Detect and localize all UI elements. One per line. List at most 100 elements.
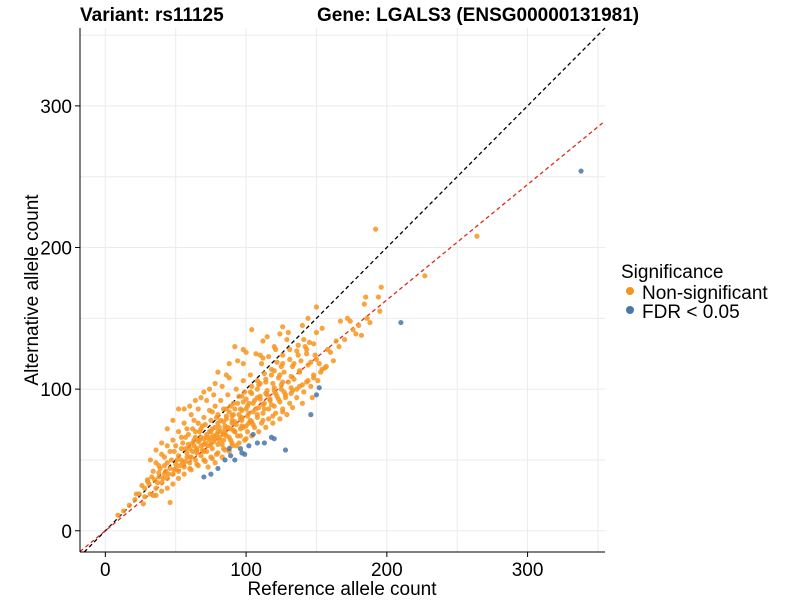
point-non-significant bbox=[197, 429, 203, 435]
point-non-significant bbox=[174, 457, 180, 463]
point-non-significant bbox=[284, 412, 290, 418]
point-non-significant bbox=[295, 352, 301, 358]
point-non-significant bbox=[211, 392, 217, 398]
point-non-significant bbox=[296, 368, 303, 374]
point-non-significant bbox=[181, 464, 187, 470]
point-fdr bbox=[201, 474, 207, 480]
y-tick-label: 200 bbox=[40, 239, 72, 260]
legend-swatch-fdr bbox=[626, 306, 634, 314]
point-non-significant bbox=[277, 331, 283, 337]
point-non-significant bbox=[287, 346, 293, 353]
point-non-significant bbox=[153, 492, 159, 498]
point-non-significant bbox=[188, 467, 194, 473]
point-non-significant bbox=[235, 433, 241, 439]
point-non-significant bbox=[159, 440, 165, 446]
point-non-significant bbox=[257, 396, 263, 402]
point-non-significant bbox=[223, 413, 229, 419]
point-non-significant bbox=[274, 359, 280, 365]
point-non-significant bbox=[304, 351, 310, 357]
point-non-significant bbox=[194, 447, 200, 453]
point-non-significant bbox=[175, 429, 182, 435]
legend-label-non-significant: Non-significant bbox=[642, 283, 768, 304]
point-fdr bbox=[242, 451, 248, 457]
point-non-significant bbox=[247, 389, 253, 395]
point-non-significant bbox=[173, 443, 179, 449]
point-non-significant bbox=[240, 361, 246, 367]
point-non-significant bbox=[215, 441, 221, 447]
legend-label-fdr: FDR < 0.05 bbox=[642, 302, 740, 323]
point-non-significant bbox=[288, 373, 294, 379]
point-non-significant bbox=[333, 338, 339, 344]
point-non-significant bbox=[132, 497, 138, 503]
point-non-significant bbox=[304, 346, 310, 353]
point-non-significant bbox=[147, 457, 153, 463]
point-non-significant bbox=[243, 406, 249, 412]
point-fdr bbox=[250, 431, 256, 438]
point-non-significant bbox=[218, 397, 224, 404]
point-non-significant bbox=[361, 301, 367, 307]
point-non-significant bbox=[247, 372, 253, 378]
point-non-significant bbox=[230, 400, 237, 406]
data-points bbox=[115, 168, 584, 518]
point-non-significant bbox=[287, 356, 293, 362]
point-fdr bbox=[208, 471, 214, 477]
point-non-significant bbox=[280, 324, 286, 330]
point-non-significant bbox=[264, 392, 270, 398]
point-non-significant bbox=[377, 308, 383, 314]
point-non-significant bbox=[284, 336, 290, 343]
point-non-significant bbox=[244, 429, 251, 435]
point-non-significant bbox=[139, 482, 145, 489]
point-non-significant bbox=[247, 417, 253, 423]
point-non-significant bbox=[306, 339, 313, 345]
point-non-significant bbox=[296, 383, 303, 389]
point-non-significant bbox=[220, 419, 227, 425]
point-fdr bbox=[282, 447, 289, 453]
point-non-significant bbox=[198, 395, 204, 401]
point-fdr bbox=[226, 446, 232, 452]
point-non-significant bbox=[161, 454, 168, 460]
point-non-significant bbox=[216, 424, 222, 430]
point-non-significant bbox=[246, 410, 252, 416]
point-non-significant bbox=[201, 448, 207, 455]
point-non-significant bbox=[170, 417, 176, 423]
point-non-significant bbox=[153, 485, 159, 491]
point-non-significant bbox=[270, 420, 276, 426]
point-non-significant bbox=[205, 464, 211, 470]
chart-title-variant: Variant: rs11125 bbox=[80, 5, 224, 26]
y-axis-title: Alternative allele count bbox=[22, 194, 43, 386]
point-non-significant bbox=[337, 318, 343, 324]
point-non-significant bbox=[164, 475, 170, 481]
point-non-significant bbox=[149, 474, 155, 480]
point-non-significant bbox=[229, 440, 235, 446]
point-non-significant bbox=[277, 416, 283, 422]
point-non-significant bbox=[204, 431, 210, 438]
point-non-significant bbox=[474, 233, 480, 239]
point-non-significant bbox=[319, 325, 325, 331]
point-non-significant bbox=[301, 336, 307, 343]
point-non-significant bbox=[229, 413, 235, 419]
point-non-significant bbox=[294, 395, 300, 401]
point-non-significant bbox=[249, 327, 255, 333]
point-non-significant bbox=[195, 438, 201, 445]
point-non-significant bbox=[175, 453, 182, 459]
point-non-significant bbox=[133, 491, 139, 497]
point-non-significant bbox=[342, 336, 348, 343]
point-non-significant bbox=[271, 368, 277, 374]
point-non-significant bbox=[313, 304, 320, 310]
point-non-significant bbox=[220, 446, 227, 452]
point-non-significant bbox=[336, 344, 342, 350]
point-non-significant bbox=[291, 361, 297, 367]
point-non-significant bbox=[167, 448, 173, 455]
point-non-significant bbox=[225, 392, 231, 398]
point-non-significant bbox=[350, 327, 356, 333]
point-non-significant bbox=[280, 352, 286, 358]
point-fdr bbox=[316, 385, 322, 391]
point-non-significant bbox=[171, 448, 177, 455]
point-non-significant bbox=[353, 331, 359, 337]
point-non-significant bbox=[192, 397, 199, 404]
point-non-significant bbox=[153, 447, 159, 453]
point-non-significant bbox=[191, 417, 197, 423]
y-tick-label: 100 bbox=[40, 380, 72, 401]
point-non-significant bbox=[254, 412, 260, 418]
point-non-significant bbox=[180, 440, 186, 446]
